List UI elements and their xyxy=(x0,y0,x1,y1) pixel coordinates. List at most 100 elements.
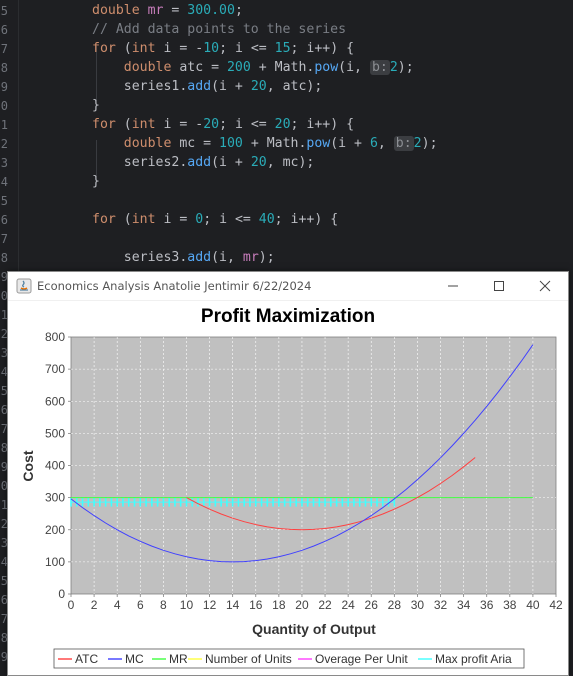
line-number: 0 xyxy=(0,479,8,493)
series-lines xyxy=(70,344,534,563)
x-axis: 0 2 4 6 8 10 12 14 16 18 20 22 24 26 28 30 32 34 36 38 40 42 xyxy=(68,594,563,612)
y-tick-label: 800 xyxy=(45,330,65,344)
series-line-mc xyxy=(70,344,534,563)
code-line: series2.add(i + 20, mc); xyxy=(92,155,315,170)
code-line: for (int i = -10; i <= 15; i++) { xyxy=(92,41,355,56)
line-number: 3 xyxy=(0,536,8,550)
line-number: 6 xyxy=(0,23,8,37)
y-axis: 0 100 200 300 400 500 600 700 800 xyxy=(45,330,71,601)
x-tick-label: 12 xyxy=(203,598,217,612)
legend-label: MR xyxy=(169,652,188,666)
line-number: 4 xyxy=(0,175,8,189)
minimize-icon xyxy=(448,285,458,287)
window-title: Economics Analysis Anatolie Jentimir 6/2… xyxy=(37,279,312,293)
y-axis-label: Cost xyxy=(20,450,36,481)
x-tick-label: 34 xyxy=(457,598,471,612)
code-line: // Add data points to the series xyxy=(92,22,347,37)
line-number: 6 xyxy=(0,403,8,417)
max-profit-band xyxy=(70,497,396,507)
x-tick-label: 36 xyxy=(480,598,494,612)
code-line: double mr = 300.00; xyxy=(92,3,243,18)
line-number: 3 xyxy=(0,346,8,360)
x-tick-label: 16 xyxy=(249,598,263,612)
code-line: } xyxy=(92,98,100,113)
legend-label: Overage Per Unit xyxy=(315,652,408,666)
line-number: 7 xyxy=(0,422,8,436)
x-tick-label: 28 xyxy=(388,598,402,612)
indent-guide xyxy=(96,46,97,101)
line-number: 0 xyxy=(0,289,8,303)
line-number: 6 xyxy=(0,593,8,607)
grid-lines xyxy=(71,337,556,594)
window-titlebar[interactable]: Economics Analysis Anatolie Jentimir 6/2… xyxy=(8,272,568,301)
line-number: 1 xyxy=(0,308,8,322)
x-tick-label: 14 xyxy=(226,598,240,612)
line-number: 1 xyxy=(0,118,8,132)
line-number: 4 xyxy=(0,365,8,379)
x-tick-label: 4 xyxy=(114,598,121,612)
code-line: for (int i = -20; i <= 20; i++) { xyxy=(92,117,355,132)
line-number: 8 xyxy=(0,631,8,645)
series-line-atc xyxy=(186,457,476,531)
x-tick-label: 30 xyxy=(411,598,425,612)
line-number: 2 xyxy=(0,327,8,341)
code-line: for (int i = 0; i <= 40; i++) { xyxy=(92,212,339,227)
x-tick-label: 32 xyxy=(434,598,448,612)
x-tick-label: 40 xyxy=(526,598,540,612)
indent-guide xyxy=(96,140,97,177)
line-number: 8 xyxy=(0,441,8,455)
x-tick-label: 42 xyxy=(549,598,563,612)
code-line: double mc = 100 + Math.pow(i + 6, b: 2); xyxy=(92,136,438,151)
x-tick-label: 8 xyxy=(160,598,167,612)
chart-window: Economics Analysis Anatolie Jentimir 6/2… xyxy=(7,271,569,676)
close-icon xyxy=(539,280,551,292)
y-tick-label: 100 xyxy=(45,555,65,569)
line-number: 5 xyxy=(0,574,8,588)
line-number: 5 xyxy=(0,4,8,18)
line-number: 2 xyxy=(0,517,8,531)
x-tick-label: 2 xyxy=(91,598,98,612)
x-tick-label: 38 xyxy=(503,598,517,612)
y-tick-label: 300 xyxy=(45,491,65,505)
legend-label: Number of Units xyxy=(205,652,292,666)
chart-legend: ATC MC MR Number of Units Overage Per Unit Ma… xyxy=(53,648,525,669)
minimize-button[interactable] xyxy=(430,272,476,300)
line-number: 2 xyxy=(0,137,8,151)
line-number: 5 xyxy=(0,384,8,398)
legend-label: Max profit Aria xyxy=(435,652,512,666)
close-button[interactable] xyxy=(522,272,568,300)
line-number: 8 xyxy=(0,251,8,265)
y-tick-label: 700 xyxy=(45,362,65,376)
x-axis-label: Quantity of Output xyxy=(252,621,376,637)
legend-label: MC xyxy=(125,652,144,666)
line-number: 9 xyxy=(0,650,8,664)
line-number: 9 xyxy=(0,80,8,94)
line-number: 6 xyxy=(0,213,8,227)
chart-panel: Profit Maximization 0 2 4 6 8 10 12 14 16 18 20 22 2… xyxy=(20,306,563,669)
maximize-icon xyxy=(494,281,504,291)
y-tick-label: 500 xyxy=(45,426,65,440)
y-tick-label: 600 xyxy=(45,394,65,408)
line-number: 3 xyxy=(0,156,8,170)
java-icon xyxy=(16,278,32,294)
line-number: 8 xyxy=(0,61,8,75)
x-tick-label: 24 xyxy=(341,598,355,612)
line-number: 7 xyxy=(0,42,8,56)
code-line: double atc = 200 + Math.pow(i, b: 2); xyxy=(92,60,414,75)
x-tick-label: 0 xyxy=(68,598,75,612)
line-number: 0 xyxy=(0,99,8,113)
line-number: 7 xyxy=(0,232,8,246)
y-tick-label: 400 xyxy=(45,459,65,473)
maximize-button[interactable] xyxy=(476,272,522,300)
x-tick-label: 6 xyxy=(137,598,144,612)
chart-title: Profit Maximization xyxy=(201,306,375,327)
x-tick-label: 26 xyxy=(365,598,379,612)
code-line: } xyxy=(92,174,100,189)
x-tick-label: 10 xyxy=(180,598,194,612)
line-number: 5 xyxy=(0,194,8,208)
legend-label: ATC xyxy=(75,652,98,666)
code-line: series1.add(i + 20, atc); xyxy=(92,79,323,94)
x-tick-label: 20 xyxy=(295,598,309,612)
line-number: 1 xyxy=(0,498,8,512)
x-tick-label: 22 xyxy=(318,598,332,612)
